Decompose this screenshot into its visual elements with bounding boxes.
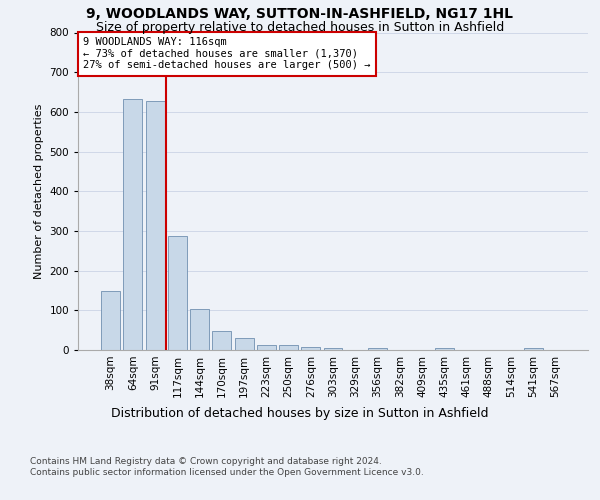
- Text: Size of property relative to detached houses in Sutton in Ashfield: Size of property relative to detached ho…: [96, 21, 504, 34]
- Bar: [168, 236, 187, 350]
- Text: 9 WOODLANDS WAY: 116sqm
← 73% of detached houses are smaller (1,370)
27% of semi: 9 WOODLANDS WAY: 116sqm ← 73% of detache…: [83, 38, 371, 70]
- Bar: [257, 345, 276, 350]
- Bar: [212, 332, 231, 350]
- Bar: [323, 348, 343, 350]
- Text: 9, WOODLANDS WAY, SUTTON-IN-ASHFIELD, NG17 1HL: 9, WOODLANDS WAY, SUTTON-IN-ASHFIELD, NG…: [86, 8, 514, 22]
- Bar: [368, 348, 387, 350]
- Bar: [301, 347, 320, 350]
- Bar: [279, 345, 298, 350]
- Y-axis label: Number of detached properties: Number of detached properties: [34, 104, 44, 279]
- Bar: [235, 338, 254, 350]
- Text: Distribution of detached houses by size in Sutton in Ashfield: Distribution of detached houses by size …: [111, 408, 489, 420]
- Text: Contains HM Land Registry data © Crown copyright and database right 2024.
Contai: Contains HM Land Registry data © Crown c…: [30, 458, 424, 477]
- Bar: [101, 292, 120, 350]
- Bar: [146, 101, 164, 350]
- Bar: [435, 348, 454, 350]
- Bar: [124, 99, 142, 350]
- Bar: [190, 309, 209, 350]
- Bar: [524, 348, 542, 350]
